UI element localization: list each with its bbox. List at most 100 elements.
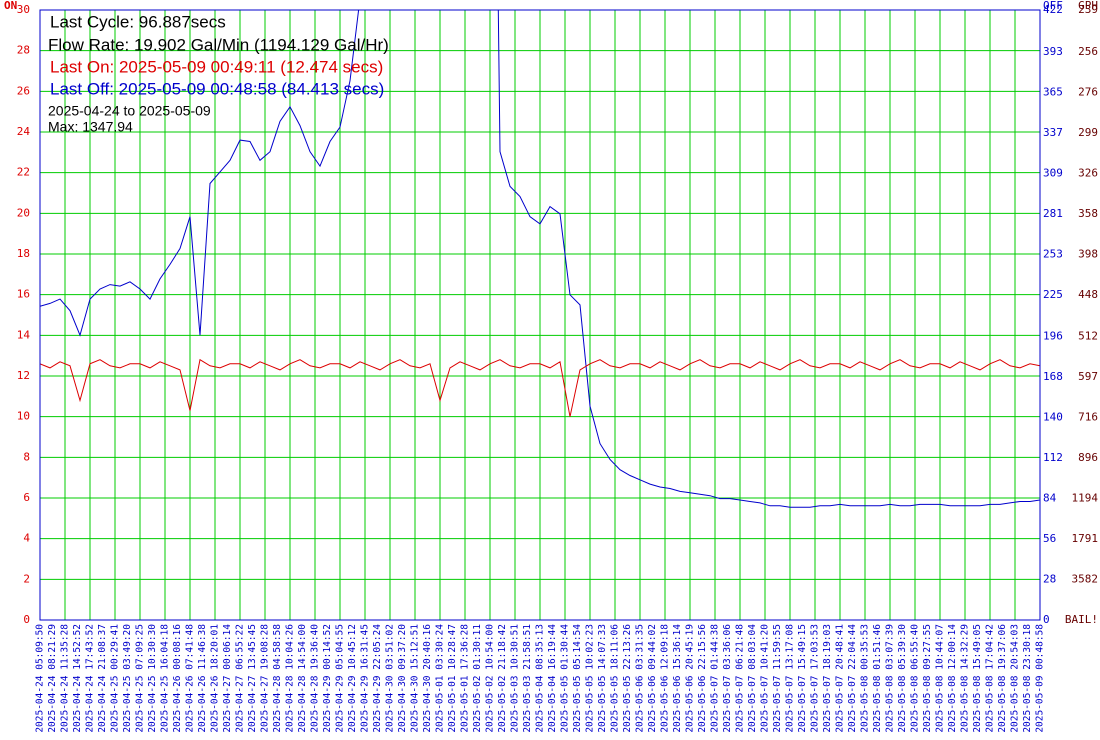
x-tick-label: 2025-04-26 07:41:48 (185, 624, 196, 733)
x-tick-label: 2025-05-08 03:07:39 (885, 624, 896, 733)
x-tick-label: 2025-05-08 12:00:14 (947, 624, 958, 733)
gph-tick-label: 1194 (1072, 492, 1099, 505)
annotation: 2025-04-24 to 2025-05-09 (48, 103, 211, 119)
y-tick-label: 22 (17, 166, 30, 179)
x-tick-label: 2025-05-07 20:48:41 (835, 624, 846, 733)
y2-tick-label: 365 (1043, 85, 1063, 98)
y2-tick-label: 112 (1043, 451, 1063, 464)
x-tick-label: 2025-04-25 00:29:41 (110, 624, 121, 733)
x-tick-label: 2025-05-03 10:30:51 (510, 624, 521, 733)
gph-tick-label: 239 (1078, 3, 1098, 16)
x-tick-label: 2025-04-26 11:46:38 (197, 624, 208, 733)
y2-tick-label: 168 (1043, 370, 1063, 383)
x-tick-label: 2025-04-30 09:37:20 (397, 624, 408, 733)
annotation: Max: 1347.94 (48, 119, 133, 135)
x-tick-label: 2025-04-24 17:43:52 (85, 624, 96, 733)
y-tick-label: 28 (17, 44, 30, 57)
y2-tick-label: 422 (1043, 3, 1063, 16)
gph-tick-label: 896 (1078, 451, 1098, 464)
annotation: Last Off: 2025-05-09 00:48:58 (84.413 se… (50, 79, 384, 98)
x-tick-label: 2025-05-07 15:49:15 (797, 624, 808, 733)
y2-tick-label: 140 (1043, 411, 1063, 424)
y-tick-label: 14 (17, 328, 31, 341)
x-tick-label: 2025-05-05 10:02:23 (585, 624, 596, 733)
gph-tick-label: 276 (1078, 85, 1098, 98)
y-tick-label: 4 (23, 532, 30, 545)
data-line (40, 358, 1040, 417)
x-tick-label: 2025-05-08 17:04:42 (985, 624, 996, 733)
x-tick-label: 2025-05-07 10:41:20 (760, 624, 771, 733)
plot-border (39, 9, 1041, 621)
y2-tick-label: 225 (1043, 288, 1063, 301)
x-tick-label: 2025-04-27 06:55:22 (235, 624, 246, 733)
gph-tick-label: 358 (1078, 207, 1098, 220)
x-tick-label: 2025-05-01 10:28:47 (447, 624, 458, 733)
x-tick-label: 2025-04-24 14:52:52 (72, 624, 83, 733)
x-tick-label: 2025-05-03 21:58:51 (522, 624, 533, 733)
x-tick-label: 2025-05-02 21:18:42 (497, 624, 508, 733)
y2-tick-label: 253 (1043, 247, 1063, 260)
x-tick-label: 2025-04-29 16:31:45 (360, 624, 371, 733)
x-tick-label: 2025-05-02 01:30:11 (472, 624, 483, 733)
x-tick-label: 2025-05-07 11:59:55 (772, 624, 783, 733)
x-tick-label: 2025-04-30 03:51:02 (385, 624, 396, 733)
x-tick-label: 2025-05-06 03:31:35 (635, 624, 646, 733)
gph-tick-label: BAIL! (1065, 613, 1098, 626)
x-tick-label: 2025-05-08 09:27:55 (922, 624, 933, 733)
gph-tick-label: 716 (1078, 411, 1098, 424)
x-tick-label: 2025-05-05 05:14:54 (572, 624, 583, 733)
x-tick-label: 2025-05-01 03:30:24 (435, 624, 446, 733)
y-tick-label: 26 (17, 84, 30, 97)
x-tick-label: 2025-05-05 01:30:44 (560, 624, 571, 733)
x-tick-label: 2025-05-08 23:30:18 (1022, 624, 1033, 733)
annotation: Last Cycle: 96.887secs (50, 12, 226, 31)
x-tick-label: 2025-04-29 05:04:55 (335, 624, 346, 733)
x-tick-label: 2025-04-27 19:08:28 (260, 624, 271, 733)
x-tick-label: 2025-04-25 16:04:18 (160, 624, 171, 733)
x-tick-label: 2025-04-27 13:45:45 (247, 624, 258, 733)
x-tick-label: 2025-05-08 00:35:53 (860, 624, 871, 733)
data-line (40, 10, 1040, 508)
y-tick-label: 30 (17, 3, 30, 16)
x-tick-label: 2025-05-07 17:03:53 (810, 624, 821, 733)
y-tick-label: 16 (17, 288, 30, 301)
x-tick-label: 2025-04-28 10:04:26 (285, 624, 296, 733)
x-tick-label: 2025-04-26 00:08:16 (172, 624, 183, 733)
y2-tick-label: 309 (1043, 166, 1063, 179)
y2-tick-label: 281 (1043, 207, 1063, 220)
gph-tick-label: 512 (1078, 330, 1098, 343)
x-tick-label: 2025-04-24 21:08:37 (97, 624, 108, 733)
x-tick-label: 2025-05-04 08:35:13 (535, 624, 546, 733)
x-tick-label: 2025-05-02 10:54:00 (485, 624, 496, 733)
gph-tick-label: 256 (1078, 45, 1098, 58)
x-tick-label: 2025-05-06 15:36:14 (672, 624, 683, 733)
y-tick-label: 6 (23, 491, 30, 504)
gph-tick-label: 299 (1078, 126, 1098, 139)
x-tick-label: 2025-04-25 03:49:20 (122, 624, 133, 733)
x-tick-label: 2025-05-04 16:19:44 (547, 624, 558, 733)
x-tick-label: 2025-04-29 22:05:24 (372, 624, 383, 733)
x-tick-label: 2025-05-05 18:11:06 (610, 624, 621, 733)
y2-tick-label: 56 (1043, 532, 1056, 545)
x-tick-label: 2025-05-01 17:36:28 (460, 624, 471, 733)
x-tick-label: 2025-04-24 11:35:28 (60, 624, 71, 733)
x-tick-label: 2025-05-08 14:32:29 (960, 624, 971, 733)
x-tick-label: 2025-05-07 03:36:06 (722, 624, 733, 733)
x-tick-label: 2025-05-05 22:13:26 (622, 624, 633, 733)
x-tick-label: 2025-04-28 04:58:58 (272, 624, 283, 733)
x-tick-label: 2025-05-08 15:49:05 (972, 624, 983, 733)
y2-tick-label: 28 (1043, 573, 1056, 586)
x-tick-label: 2025-04-29 00:14:52 (322, 624, 333, 733)
x-tick-label: 2025-04-28 14:54:00 (297, 624, 308, 733)
x-tick-label: 2025-05-07 01:44:38 (710, 624, 721, 733)
x-tick-label: 2025-05-07 22:04:44 (847, 624, 858, 733)
x-tick-label: 2025-05-09 00:48:58 (1035, 624, 1046, 733)
x-tick-label: 2025-05-08 01:51:46 (872, 624, 883, 733)
gph-tick-label: 597 (1078, 370, 1098, 383)
x-tick-label: 2025-04-27 00:06:14 (222, 624, 233, 733)
annotation: Flow Rate: 19.902 Gal/Min (1194.129 Gal/… (48, 35, 389, 54)
x-tick-label: 2025-05-07 06:21:48 (735, 624, 746, 733)
x-tick-label: 2025-05-07 13:17:08 (785, 624, 796, 733)
